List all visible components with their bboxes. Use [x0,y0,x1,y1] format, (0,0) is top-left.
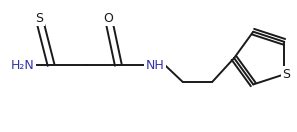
Text: S: S [282,68,290,81]
Text: O: O [103,12,113,25]
Text: H₂N: H₂N [10,58,34,72]
Text: NH: NH [146,58,164,72]
Text: S: S [35,12,43,25]
